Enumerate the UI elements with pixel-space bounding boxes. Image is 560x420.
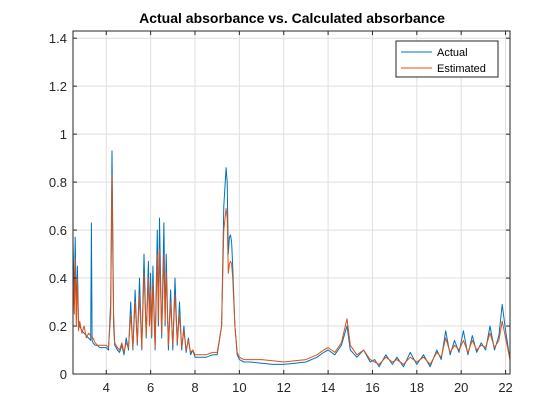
x-tick-label: 12 [277, 380, 291, 395]
x-tick-label: 20 [454, 380, 468, 395]
x-tick-label: 18 [410, 380, 424, 395]
y-tick-label: 1.4 [49, 31, 67, 46]
y-tick-label: 0.8 [49, 175, 67, 190]
legend-box [395, 40, 499, 78]
y-tick-label: 0.6 [49, 223, 67, 238]
x-axis-tick-labels: 4 6 8 10 12 14 16 18 20 22 [103, 380, 513, 395]
x-tick-label: 4 [103, 380, 110, 395]
legend: Actual Estimated [395, 40, 499, 78]
x-tick-label: 8 [191, 380, 198, 395]
y-tick-label: 1.2 [49, 79, 67, 94]
x-tick-label: 6 [147, 380, 154, 395]
x-tick-label: 22 [498, 380, 512, 395]
x-tick-label: 16 [365, 380, 379, 395]
y-tick-label: 0 [60, 367, 67, 382]
y-tick-label: 1 [60, 127, 67, 142]
y-tick-label: 0.4 [49, 271, 67, 286]
series-layer [72, 150, 511, 368]
y-tick-label: 0.2 [49, 319, 67, 334]
chart-title: Actual absorbance vs. Calculated absorba… [139, 10, 445, 26]
axes-box [72, 30, 511, 375]
x-tick-label: 10 [232, 380, 246, 395]
x-tick-label: 14 [321, 380, 335, 395]
legend-label-estimated: Estimated [437, 63, 486, 75]
series-line-estimated [72, 174, 511, 365]
axis-ticks [73, 31, 510, 375]
legend-label-actual: Actual [437, 47, 468, 59]
y-axis-tick-labels: 0 0.2 0.4 0.6 0.8 1 1.2 1.4 [49, 31, 67, 382]
